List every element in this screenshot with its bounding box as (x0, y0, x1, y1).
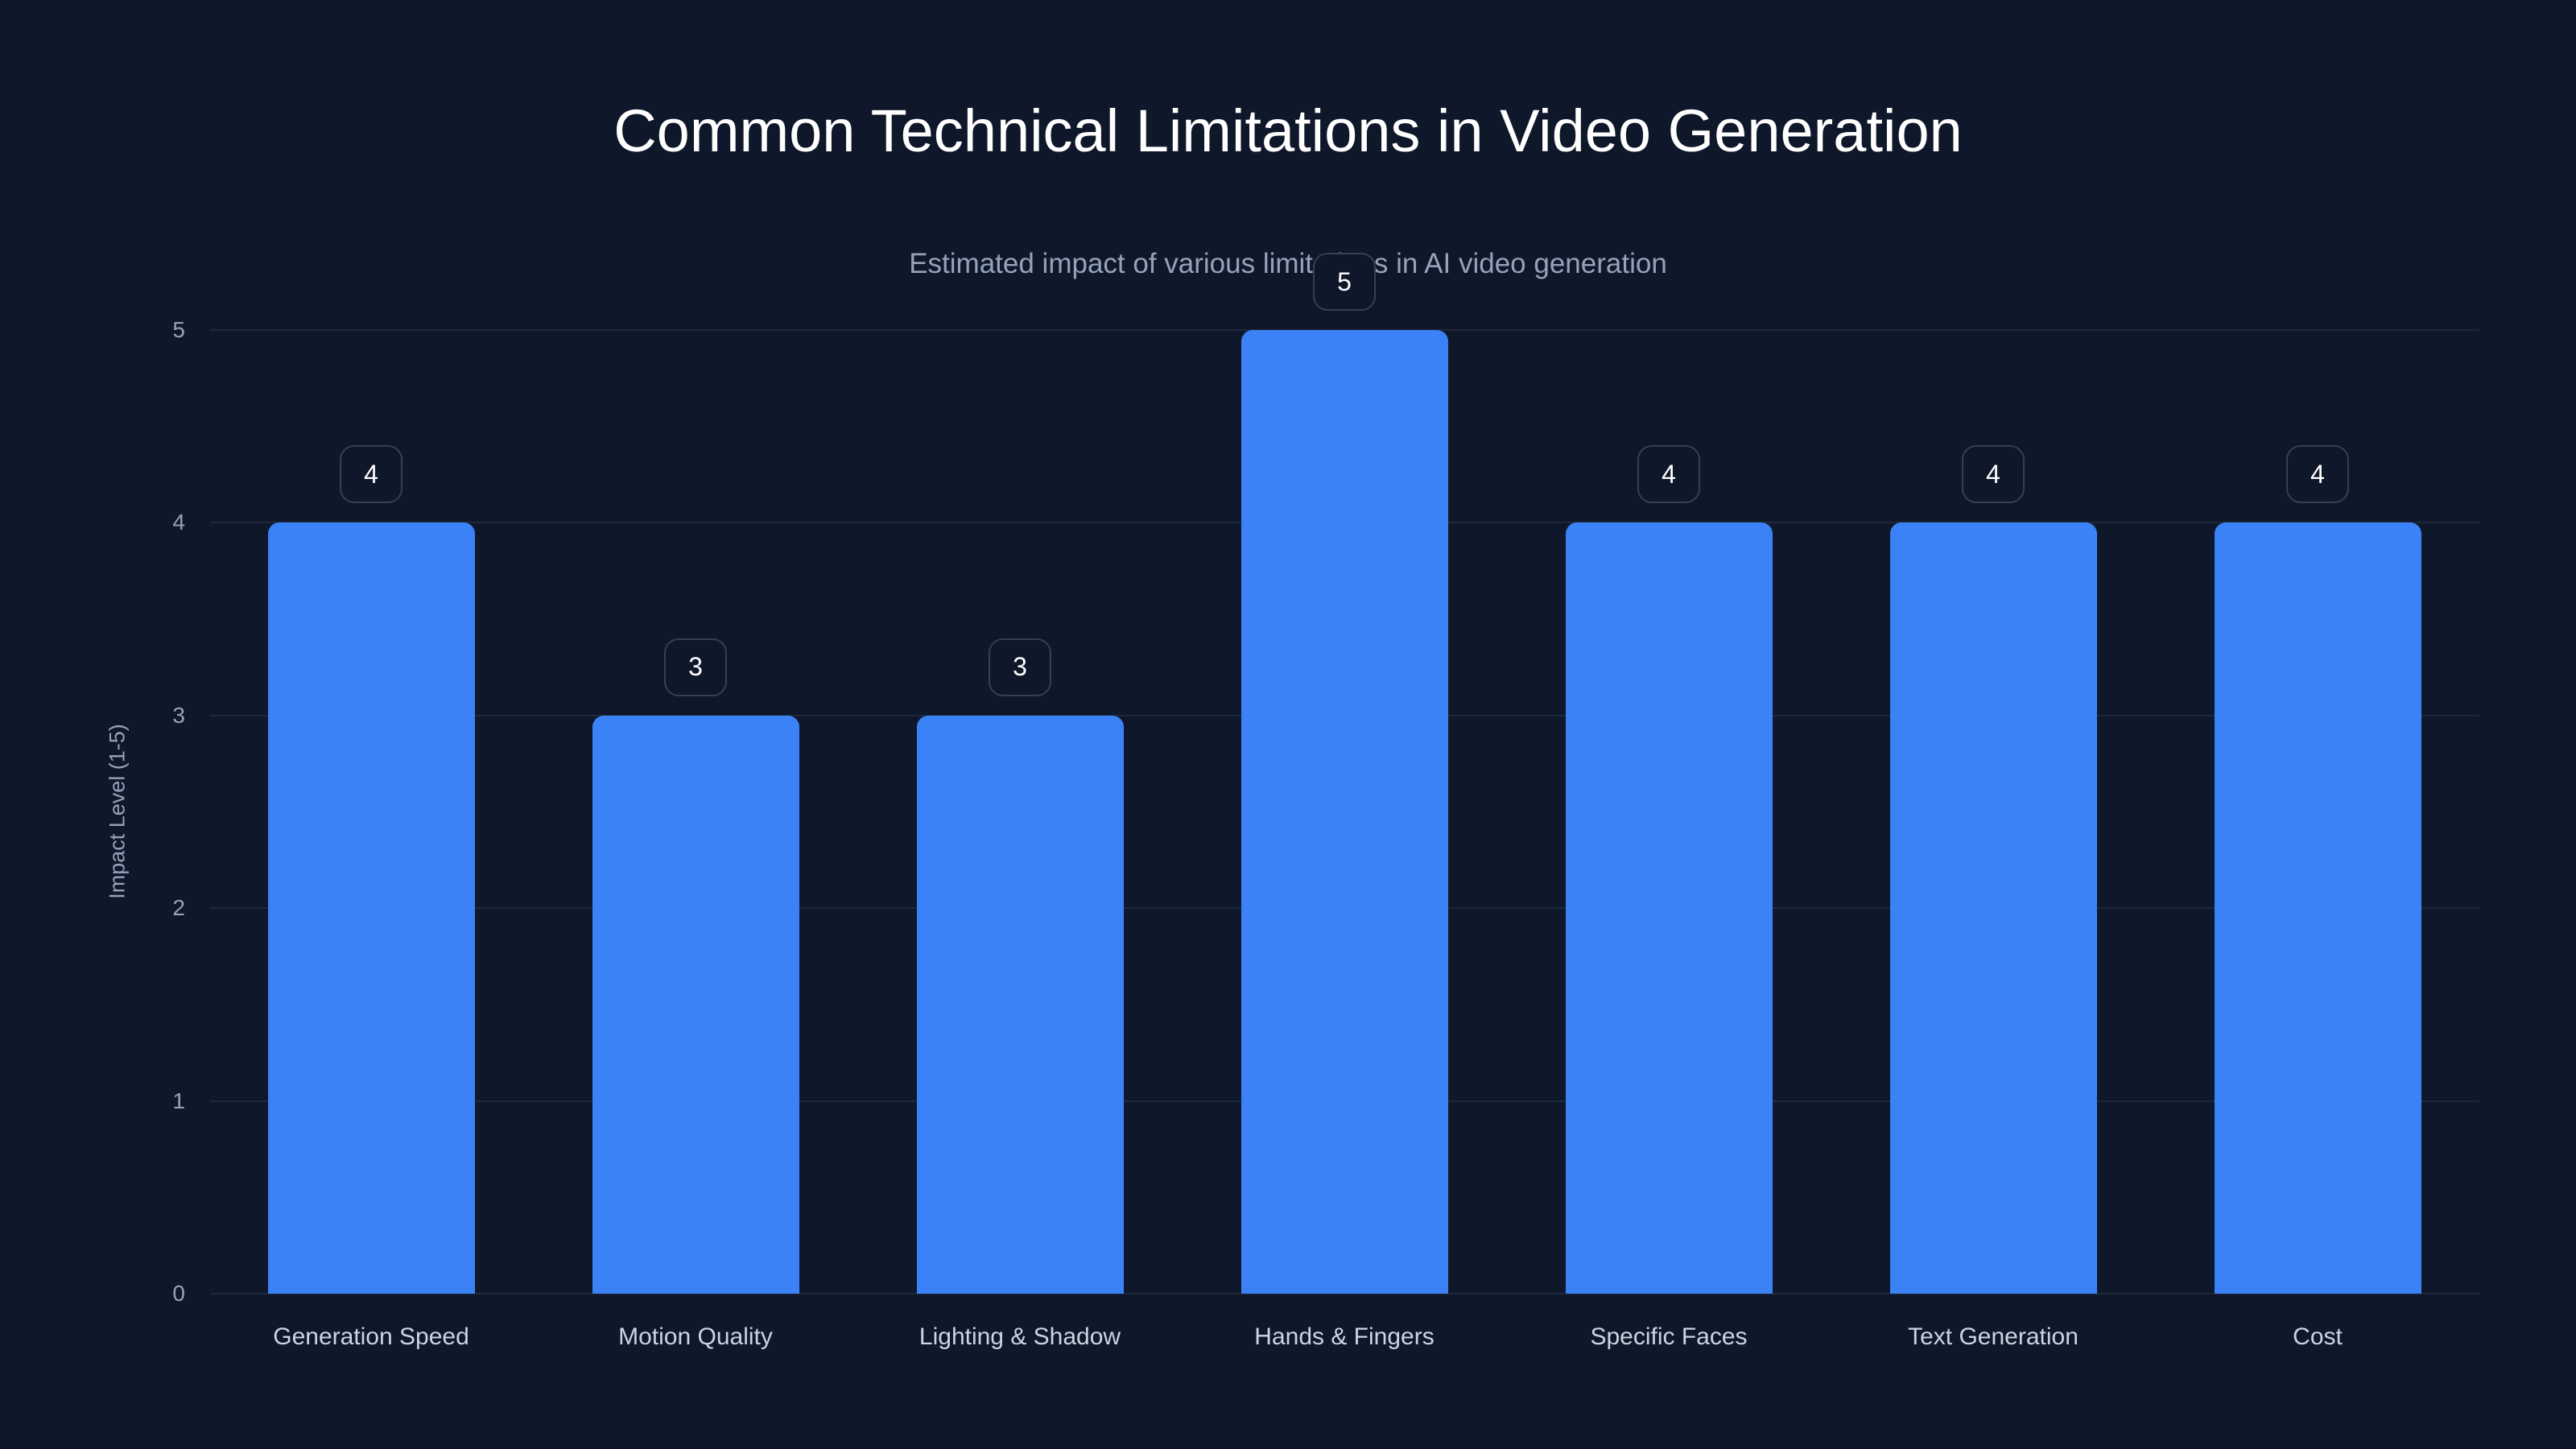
y-tick-label: 4 (172, 510, 185, 535)
bar[interactable] (2214, 522, 2421, 1294)
value-label: 4 (1637, 445, 1700, 504)
y-tick-label: 3 (172, 702, 185, 728)
y-tick-label: 1 (172, 1088, 185, 1113)
plot-area (210, 329, 2479, 1294)
value-label: 4 (2286, 445, 2349, 504)
y-axis-label: Impact Level (1-5) (105, 724, 130, 899)
chart-subtitle: Estimated impact of various limitations … (909, 248, 1667, 279)
x-tick-label: Lighting & Shadow (919, 1323, 1121, 1350)
bar[interactable] (1889, 522, 2097, 1294)
gridline (210, 1293, 2479, 1294)
bar[interactable] (916, 715, 1124, 1294)
x-tick-label: Generation Speed (273, 1323, 469, 1350)
x-tick-label: Motion Quality (618, 1323, 773, 1350)
x-tick-label: Text Generation (1908, 1323, 2079, 1350)
bar[interactable] (1565, 522, 1773, 1294)
x-tick-label: Cost (2293, 1323, 2343, 1350)
y-tick-label: 0 (172, 1281, 185, 1306)
chart-title: Common Technical Limitations in Video Ge… (613, 97, 1963, 164)
value-label: 4 (340, 445, 402, 504)
value-label: 3 (664, 638, 727, 696)
bar[interactable] (592, 715, 799, 1294)
x-tick-label: Specific Faces (1590, 1323, 1748, 1350)
bar[interactable] (267, 522, 475, 1294)
x-tick-label: Hands & Fingers (1254, 1323, 1435, 1350)
value-label: 4 (1962, 445, 2025, 504)
bar[interactable] (1241, 330, 1448, 1294)
y-tick-label: 2 (172, 895, 185, 921)
value-label: 5 (1313, 253, 1376, 311)
value-label: 3 (989, 638, 1051, 696)
y-tick-label: 5 (172, 317, 185, 342)
